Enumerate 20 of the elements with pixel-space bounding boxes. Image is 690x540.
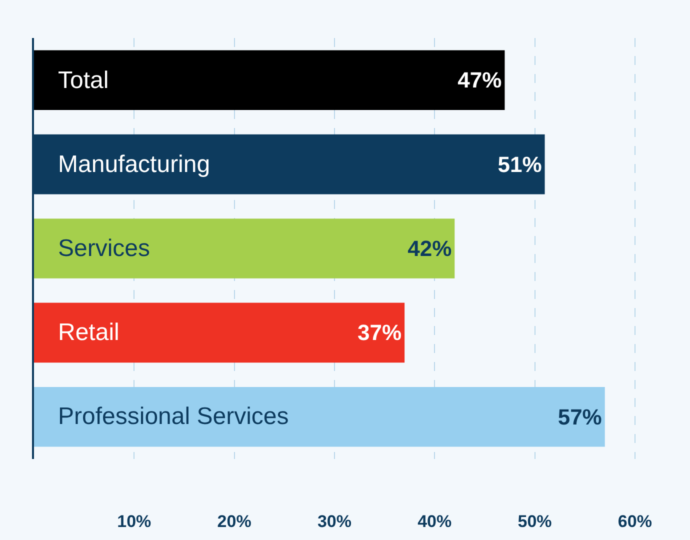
bar (34, 218, 455, 278)
data-label: 42% (408, 236, 452, 261)
data-label: 57% (558, 404, 602, 430)
bar (34, 50, 505, 110)
bar (34, 387, 605, 447)
x-tick-label: 40% (418, 512, 452, 531)
y-tick-label: Manufacturing (58, 151, 210, 178)
data-label: 37% (358, 320, 402, 346)
data-label: 47% (458, 68, 502, 93)
x-tick-label: 50% (518, 512, 552, 531)
data-label: 51% (498, 152, 542, 177)
y-tick-label: Services (58, 235, 150, 262)
y-tick-label: Total (58, 67, 109, 94)
bar (34, 302, 405, 363)
y-tick-label: Professional Services (58, 403, 289, 430)
y-tick-label: Retail (58, 319, 120, 346)
x-tick-label: 30% (317, 512, 352, 531)
x-tick-label: 10% (117, 512, 152, 531)
x-tick-label: 60% (618, 512, 652, 531)
x-tick-label: 20% (217, 512, 252, 531)
